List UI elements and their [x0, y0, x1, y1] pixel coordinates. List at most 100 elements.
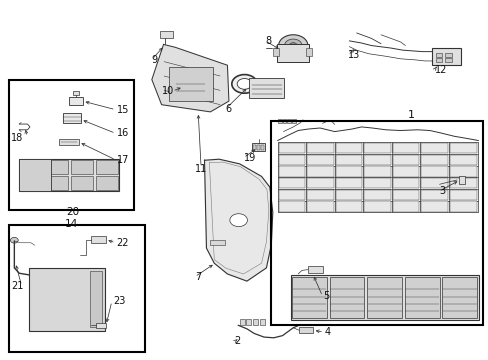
Text: 19: 19	[243, 153, 255, 163]
Bar	[305, 48, 311, 56]
Circle shape	[35, 318, 47, 326]
Bar	[260, 319, 264, 325]
Circle shape	[35, 304, 47, 312]
Text: 5: 5	[323, 291, 329, 301]
Bar	[435, 53, 442, 57]
Bar	[431, 48, 460, 64]
Bar	[19, 159, 51, 192]
Bar	[261, 145, 264, 150]
Bar	[59, 139, 79, 145]
Circle shape	[10, 237, 18, 243]
Bar	[421, 143, 447, 153]
Bar	[364, 190, 390, 200]
Text: 3: 3	[439, 186, 445, 197]
Bar	[392, 190, 419, 200]
Bar	[96, 160, 118, 174]
Bar	[253, 145, 256, 150]
Text: 17: 17	[117, 155, 129, 165]
Bar	[449, 178, 476, 188]
Text: 22: 22	[117, 238, 129, 248]
Text: 13: 13	[347, 50, 359, 60]
Bar	[421, 190, 447, 200]
Bar	[159, 31, 173, 39]
Bar	[449, 201, 476, 212]
Bar	[366, 277, 401, 318]
Bar	[278, 143, 305, 153]
Text: 21: 21	[11, 281, 24, 291]
Bar	[458, 176, 464, 184]
Text: 23: 23	[113, 296, 125, 306]
Bar	[9, 225, 145, 352]
Bar	[364, 166, 390, 177]
Bar	[282, 119, 286, 123]
Circle shape	[36, 181, 43, 186]
Bar	[421, 155, 447, 165]
Bar	[306, 155, 333, 165]
Bar	[306, 190, 333, 200]
Bar	[306, 201, 333, 212]
Bar	[335, 166, 362, 177]
Bar	[278, 178, 305, 188]
Bar	[445, 58, 451, 62]
Bar	[364, 155, 390, 165]
Bar	[257, 145, 260, 150]
Bar	[20, 176, 42, 190]
Text: 4: 4	[325, 327, 330, 337]
Circle shape	[237, 78, 251, 89]
Bar	[392, 166, 419, 177]
Bar	[271, 121, 483, 325]
Bar	[278, 201, 305, 212]
Bar	[239, 319, 244, 325]
Bar	[63, 113, 81, 123]
Bar	[421, 201, 447, 212]
Bar	[278, 155, 305, 165]
Bar	[251, 143, 265, 151]
Bar	[449, 143, 476, 153]
Bar	[306, 143, 333, 153]
Text: 12: 12	[434, 64, 446, 75]
Bar	[335, 178, 362, 188]
Bar	[287, 119, 291, 123]
Bar	[307, 266, 322, 273]
Bar	[421, 166, 447, 177]
Circle shape	[278, 35, 307, 56]
Bar	[449, 155, 476, 165]
Bar	[71, 160, 93, 174]
Text: 15: 15	[117, 105, 129, 115]
Bar	[435, 58, 442, 62]
Text: 11: 11	[194, 163, 206, 174]
Bar	[91, 236, 105, 243]
Text: 1: 1	[407, 110, 414, 120]
Bar	[329, 277, 364, 318]
Bar	[210, 240, 224, 245]
Bar	[45, 176, 68, 190]
Bar	[292, 277, 326, 318]
Circle shape	[56, 318, 67, 326]
Circle shape	[76, 276, 88, 285]
Text: 18: 18	[11, 133, 23, 143]
Text: 20: 20	[66, 207, 79, 217]
Polygon shape	[204, 159, 272, 281]
Text: 6: 6	[225, 104, 231, 114]
Bar	[445, 53, 451, 57]
Bar	[306, 166, 333, 177]
Bar	[392, 155, 419, 165]
Circle shape	[56, 304, 67, 312]
Bar	[292, 119, 296, 123]
Bar	[272, 48, 278, 56]
Bar	[19, 159, 119, 192]
Circle shape	[35, 290, 47, 299]
Circle shape	[76, 290, 88, 299]
Circle shape	[25, 170, 32, 175]
Circle shape	[36, 170, 43, 175]
Circle shape	[56, 290, 67, 299]
Bar	[449, 190, 476, 200]
Bar	[90, 271, 102, 327]
Bar	[71, 176, 93, 190]
Text: 9: 9	[152, 54, 158, 64]
Bar	[73, 91, 79, 95]
Bar	[9, 80, 134, 211]
Bar	[276, 44, 308, 62]
Bar	[290, 275, 478, 320]
Circle shape	[284, 39, 302, 52]
